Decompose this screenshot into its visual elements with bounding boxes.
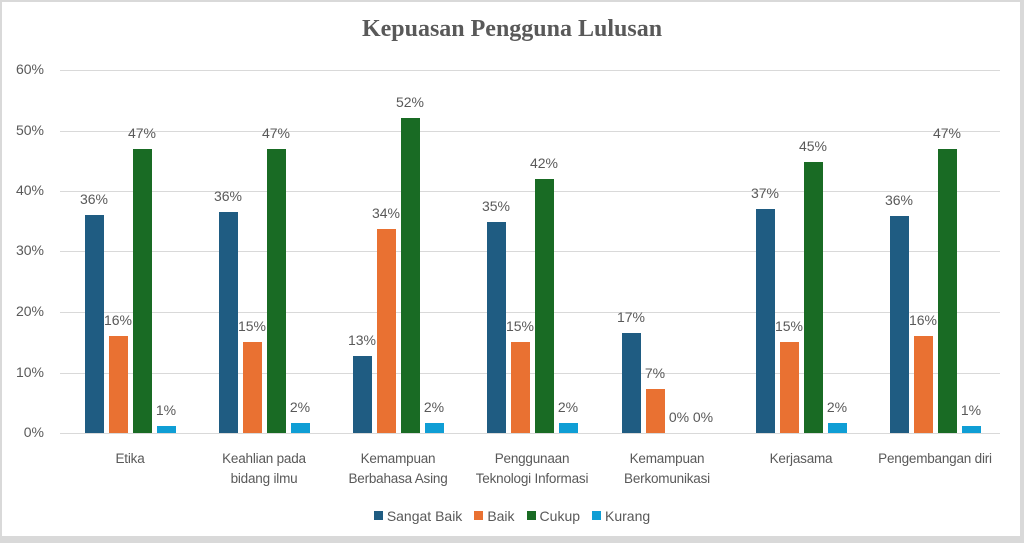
legend-label: Baik [487, 507, 515, 524]
y-tick-label: 10% [15, 364, 44, 380]
data-label: 47% [261, 125, 291, 141]
legend-item: Kurang [592, 508, 650, 524]
bar-sangat-baik [889, 216, 909, 433]
bar-baik [913, 336, 933, 433]
bar-baik [376, 229, 396, 433]
data-label: 47% [932, 125, 962, 141]
chart-title: Kepuasan Pengguna Lulusan [361, 16, 663, 42]
bar-kurang [424, 423, 444, 433]
bar-kurang [558, 423, 578, 433]
legend-label: Sangat Baik [386, 507, 463, 524]
gridline [60, 312, 1000, 313]
data-label: 36% [79, 191, 109, 207]
data-label: 16% [103, 312, 133, 328]
y-tick-label: 50% [15, 122, 44, 138]
bar-baik [510, 342, 530, 433]
y-tick-label: 20% [15, 303, 44, 319]
gridline [60, 191, 1000, 192]
data-label: 15% [774, 318, 804, 334]
y-tick-label: 30% [15, 242, 44, 258]
data-label: 0% [668, 409, 690, 425]
data-label: 42% [529, 155, 559, 171]
bar-baik [779, 342, 799, 433]
bar-sangat-baik [486, 222, 506, 433]
data-label: 35% [481, 198, 511, 214]
data-label: 16% [908, 312, 938, 328]
data-label: 15% [505, 318, 535, 334]
data-label: 7% [644, 365, 666, 381]
bar-cukup [937, 149, 957, 433]
gridline [60, 251, 1000, 252]
data-label: 36% [884, 192, 914, 208]
data-label: 1% [960, 402, 982, 418]
bar-baik [242, 342, 262, 433]
chart-frame [2, 2, 1020, 536]
data-label: 2% [826, 399, 848, 415]
legend-item: Cukup [526, 507, 581, 524]
data-label: 45% [798, 138, 828, 154]
bar-sangat-baik [352, 356, 372, 433]
data-label: 1% [155, 402, 177, 418]
data-label: 2% [423, 399, 445, 415]
bar-kurang [961, 426, 981, 433]
category-label: Keahlian pada bidang ilmu [222, 451, 306, 486]
legend-swatch-icon [373, 511, 383, 520]
data-label: 13% [347, 332, 377, 348]
legend-item: Baik [474, 507, 515, 524]
data-label: 52% [395, 94, 425, 110]
data-label: 17% [616, 309, 646, 325]
bar-sangat-baik [621, 333, 641, 433]
bar-cukup [534, 179, 554, 433]
bar-cukup [400, 118, 420, 433]
legend: Sangat Baik Baik Cukup Kurang [0, 507, 1024, 524]
bar-baik [108, 336, 128, 433]
y-tick-label: 40% [15, 182, 44, 198]
y-tick-label: 60% [15, 61, 44, 77]
legend-swatch-icon [474, 511, 484, 520]
bar-baik [645, 389, 665, 433]
category-label: Kemampuan Berbahasa Asing [348, 451, 448, 486]
gridline [60, 70, 1000, 71]
bar-cukup [266, 149, 286, 433]
gridline [60, 433, 1000, 434]
bar-kurang [290, 423, 310, 433]
bar-kurang [827, 423, 847, 433]
data-label: 0% [692, 409, 714, 425]
category-label: Etika [115, 451, 145, 466]
gridline [60, 373, 1000, 374]
bar-sangat-baik [218, 212, 238, 433]
bar-cukup [132, 149, 152, 433]
data-label: 47% [127, 125, 157, 141]
gridline [60, 131, 1000, 132]
data-label: 2% [289, 399, 311, 415]
legend-swatch-icon [526, 511, 536, 520]
data-label: 2% [557, 399, 579, 415]
data-label: 34% [371, 205, 401, 221]
legend-swatch-icon [592, 511, 602, 520]
legend-label: Cukup [539, 507, 581, 524]
data-label: 36% [213, 188, 243, 204]
legend-label: Kurang [605, 507, 651, 524]
category-label: Kemampuan Berkomunikasi [624, 451, 710, 486]
category-label: Kerjasama [769, 451, 833, 466]
bar-sangat-baik [755, 209, 775, 433]
data-label: 37% [750, 185, 780, 201]
bar-cukup [803, 162, 823, 433]
legend-item: Sangat Baik [373, 507, 463, 524]
category-label: Penggunaan Teknologi Informasi [475, 451, 589, 486]
y-tick-label: 0% [23, 424, 44, 440]
bar-sangat-baik [84, 215, 104, 433]
bar-kurang [156, 426, 176, 433]
data-label: 15% [237, 318, 267, 334]
category-label: Pengembangan diri [878, 451, 992, 466]
